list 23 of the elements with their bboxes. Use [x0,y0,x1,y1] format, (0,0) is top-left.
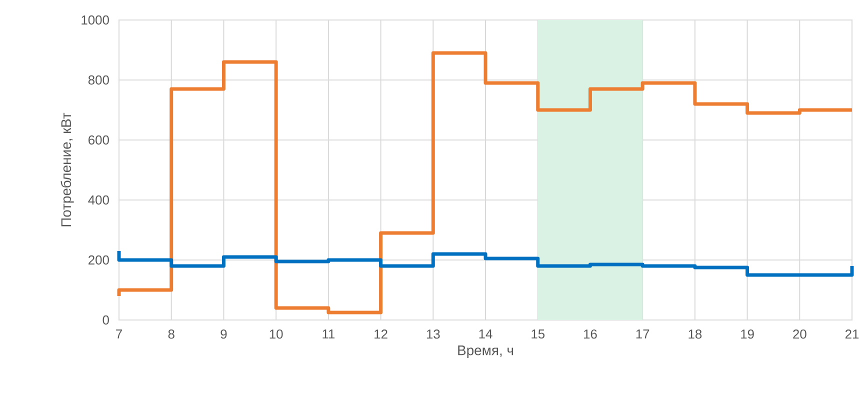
x-tick-label: 11 [322,330,335,338]
x-tick-label: 17 [636,330,650,338]
x-tick-label: 9 [220,330,227,339]
y-tick-label: 200 [88,255,109,265]
y-axis-title: Потребление, кВт [60,112,74,226]
x-tick-label: 16 [584,330,597,339]
x-tick-label: 7 [116,330,122,338]
x-tick-label: 21 [845,330,859,339]
y-tick-label: 800 [88,75,109,85]
x-tick-label: 13 [426,330,440,339]
y-tick-label: 0 [102,315,109,325]
x-tick-label: 20 [793,330,806,339]
x-tick-label: 15 [532,330,545,339]
x-tick-label: 14 [479,330,492,338]
y-tick-label: 1000 [82,15,109,25]
x-tick-label: 8 [168,330,174,339]
x-axis-title: Время, ч [458,346,514,358]
x-tick-label: 12 [374,330,388,339]
x-tick-label: 10 [270,330,283,339]
y-tick-label: 400 [88,195,109,205]
y-tick-label: 600 [88,135,109,145]
x-tick-label: 19 [741,330,754,339]
x-tick-label: 18 [688,330,702,339]
